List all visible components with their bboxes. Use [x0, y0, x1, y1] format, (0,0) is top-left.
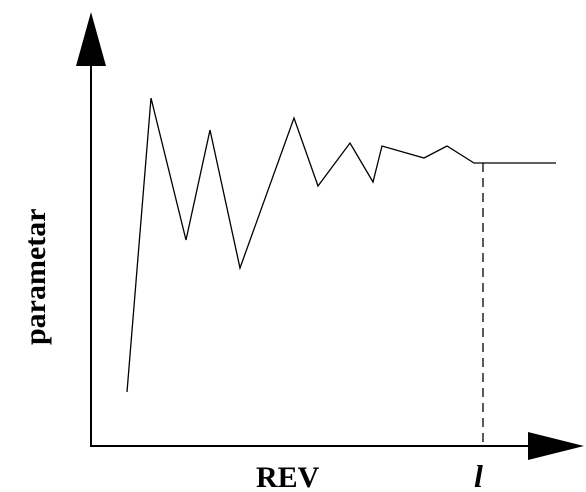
parameter-curve [126, 97, 556, 393]
x-axis-arrow-icon [528, 432, 584, 460]
marker-label: l [474, 458, 483, 492]
x-axis-label: REV [256, 461, 320, 492]
y-axis-arrow-icon [76, 12, 106, 66]
y-axis-label: parametar [19, 208, 52, 345]
